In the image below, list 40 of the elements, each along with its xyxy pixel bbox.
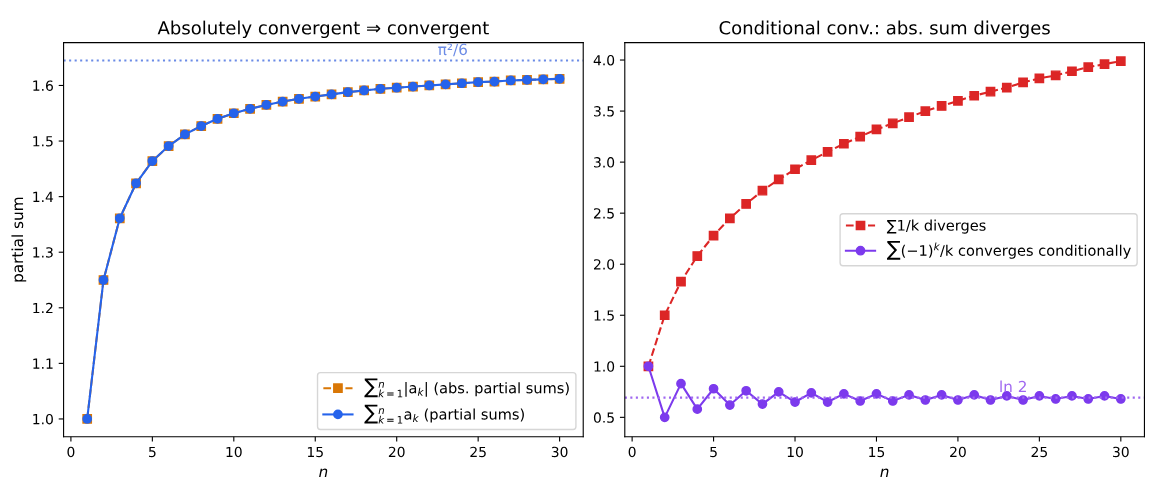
x-tick-label: 25 xyxy=(1031,446,1047,458)
y-tick-label: 2.0 xyxy=(594,259,615,270)
x-axis-title: n xyxy=(319,468,328,478)
legend-label: ∑$^{n}$$_{k=1}$|a$_{k}$| (abs. partial sums) xyxy=(364,378,569,398)
y-tick-label: 1.0 xyxy=(594,361,615,372)
x-tick-label: 20 xyxy=(950,446,966,458)
y-tick-label: 1.5 xyxy=(594,310,614,321)
x-tick-label: 15 xyxy=(307,446,323,458)
x-tick-label: 0 xyxy=(628,446,636,458)
legend-label: ∑1/k diverges xyxy=(886,219,986,234)
y-tick-label: 3.5 xyxy=(594,106,614,117)
y-tick-label: 2.5 xyxy=(594,208,614,219)
y-tick-label: 3.0 xyxy=(594,157,615,168)
legend-label: ∑(−1)$^{k}$/k converges conditionally xyxy=(887,240,1131,260)
x-axis-title: n xyxy=(880,468,889,478)
chart-title: Conditional conv.: abs. sum diverges xyxy=(719,20,1050,39)
y-tick-label: 1.4 xyxy=(33,191,54,202)
x-tick-label: 10 xyxy=(787,446,803,458)
legend-label: ∑$^{n}$$_{k=1}$a$_{k}$ (partial sums) xyxy=(364,404,524,424)
y-tick-label: 1.6 xyxy=(33,80,53,91)
x-tick-label: 30 xyxy=(1113,446,1129,458)
y-tick-label: 0.5 xyxy=(593,412,614,423)
chart-title: Absolutely convergent ⇒ convergent xyxy=(157,20,489,39)
x-tick-label: 25 xyxy=(470,446,486,458)
ref-line-label: π²/6 xyxy=(438,43,467,57)
x-tick-label: 5 xyxy=(149,446,156,458)
y-axis-title: partial sum xyxy=(11,197,27,282)
x-tick-label: 30 xyxy=(551,446,568,458)
x-tick-label: 15 xyxy=(869,446,885,458)
y-tick-label: 1.5 xyxy=(33,136,53,147)
ref-line-label: ln 2 xyxy=(1000,380,1026,393)
x-tick-label: 0 xyxy=(67,446,75,458)
y-tick-label: 1.3 xyxy=(33,247,53,258)
y-tick-label: 1.0 xyxy=(33,413,53,425)
x-tick-label: 10 xyxy=(226,446,242,458)
x-tick-label: 5 xyxy=(710,446,717,458)
y-tick-label: 4.0 xyxy=(593,54,615,66)
y-tick-label: 1.2 xyxy=(33,302,53,314)
y-tick-label: 1.1 xyxy=(33,358,53,369)
x-tick-label: 20 xyxy=(388,446,405,458)
